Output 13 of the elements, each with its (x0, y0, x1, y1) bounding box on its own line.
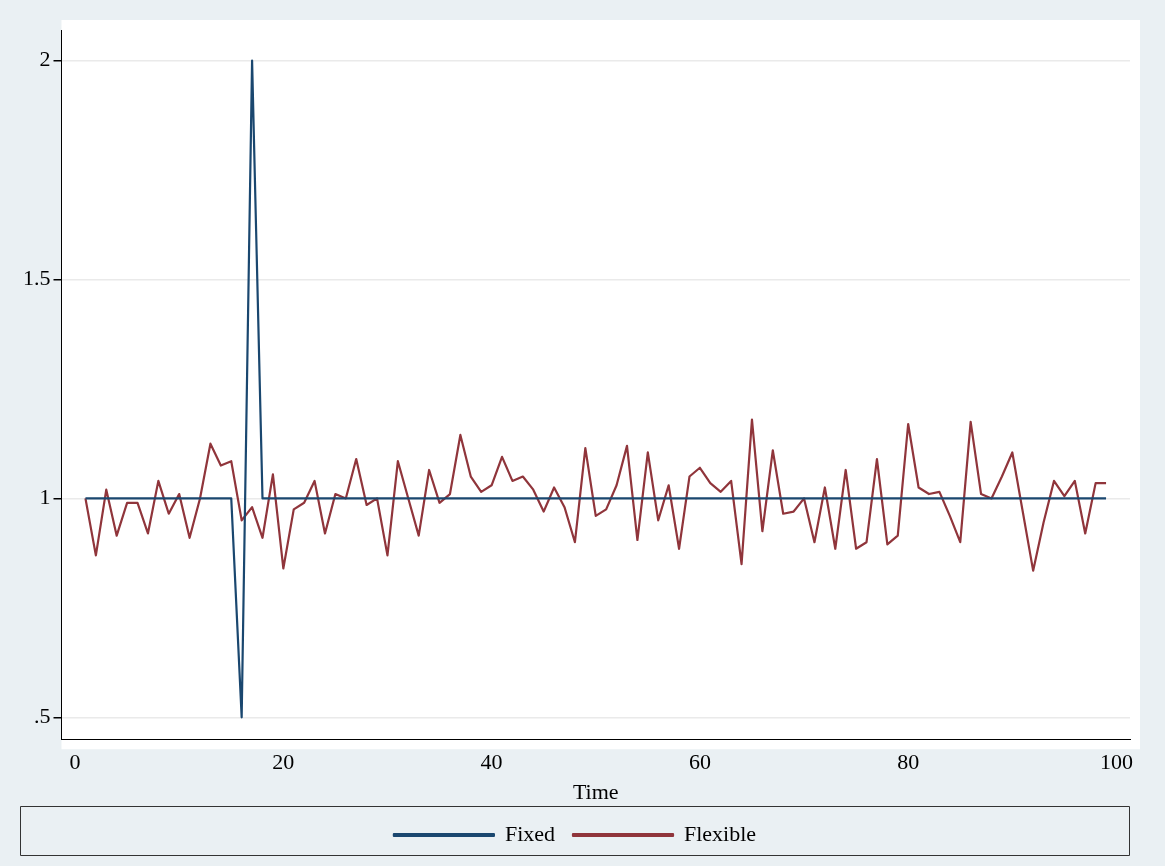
x-tick-label: 0 (69, 749, 81, 775)
legend-label: Fixed (504, 820, 556, 846)
legend-label: Flexible (684, 820, 757, 846)
x-tick-label: 60 (688, 749, 711, 775)
x-tick-label: 100 (1099, 749, 1133, 775)
x-tick-label: 80 (897, 749, 920, 775)
x-axis-title: Time (572, 778, 619, 804)
y-tick-label: 1 (39, 484, 51, 510)
y-tick-label: .5 (34, 703, 51, 729)
x-tick-label: 40 (480, 749, 503, 775)
y-tick-label: 1.5 (23, 265, 51, 291)
x-tick-label: 20 (272, 749, 295, 775)
y-tick-label: 2 (39, 46, 51, 72)
